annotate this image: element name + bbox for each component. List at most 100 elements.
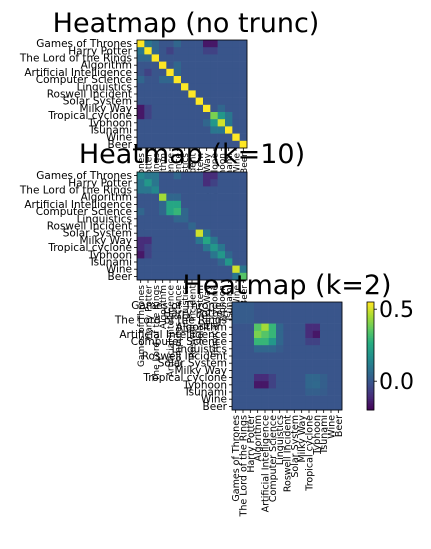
heatmap-cell <box>290 323 299 332</box>
x-tick-label-solar-system: Solar System <box>196 285 206 344</box>
heatmap-cell <box>195 61 204 70</box>
heatmap-cell <box>144 208 152 216</box>
heatmap-cell <box>137 193 145 202</box>
heatmap-cell <box>268 345 277 353</box>
y-tick-label-computer-science: Computer Science <box>36 74 132 86</box>
heatmap-cell <box>195 112 204 120</box>
heatmap-cell <box>173 40 182 48</box>
heatmap-cell <box>305 323 313 332</box>
y-tick-label-beer: Beer <box>108 271 133 283</box>
heatmap-cell <box>159 193 167 202</box>
heatmap-cell <box>232 309 240 317</box>
heatmap-cell <box>268 395 277 404</box>
colorbar-segment <box>367 375 374 378</box>
chart-title: Heatmap (no trunc) <box>53 8 320 39</box>
colorbar-segment <box>367 404 374 407</box>
heatmap-cell <box>305 388 313 396</box>
heatmap-cell <box>239 97 248 106</box>
heatmap-cell <box>268 352 277 360</box>
heatmap-cell <box>203 97 211 106</box>
heatmap-cell <box>137 112 145 120</box>
heatmap-cell <box>320 338 328 346</box>
colorbar-segment <box>367 338 374 341</box>
heatmap-cell <box>254 374 262 382</box>
heatmap-cell <box>151 251 160 259</box>
heatmap-cell <box>232 229 240 238</box>
heatmap-cell <box>151 172 160 180</box>
heatmap-cell <box>144 47 152 55</box>
heatmap-cell <box>151 179 160 187</box>
heatmap-cell <box>181 76 189 84</box>
heatmap-cell <box>210 179 218 187</box>
heatmap-cell <box>159 104 167 113</box>
colorbar-segment <box>367 329 374 332</box>
heatmap-cell <box>210 97 218 106</box>
heatmap-cell <box>159 172 167 180</box>
heatmap-cell <box>210 222 218 230</box>
heatmap-cell <box>203 179 211 187</box>
heatmap-cell <box>268 330 277 339</box>
heatmap-cell <box>312 402 321 411</box>
heatmap-cell <box>144 265 152 274</box>
heatmap-cell <box>188 112 196 120</box>
heatmap-cell <box>232 338 240 346</box>
colorbar-segment <box>367 316 374 319</box>
heatmap-cell <box>239 272 248 281</box>
heatmap-cell <box>217 40 226 48</box>
y-tick-label-tropical-cyclone: Tropical cyclone <box>47 242 132 254</box>
heatmap-cell <box>173 133 182 142</box>
heatmap-cell <box>195 251 204 259</box>
heatmap-cell <box>188 172 196 180</box>
heatmap-cell <box>181 68 189 77</box>
heatmap-cell <box>232 272 240 281</box>
heatmap-cell <box>195 215 204 223</box>
heatmap-cell <box>283 366 291 375</box>
x-tick-label-the-lord-of-the-rings: The Lord of the Rings <box>152 285 162 382</box>
heatmap-cell <box>181 229 189 238</box>
heatmap-cell <box>195 200 204 209</box>
heatmap-cell <box>254 359 262 368</box>
heatmap-cell <box>334 402 343 411</box>
heatmap-cell <box>203 208 211 216</box>
heatmap-cell <box>151 61 160 70</box>
heatmap-cell <box>225 258 233 266</box>
heatmap-cell <box>210 54 218 62</box>
heatmap-cell <box>203 258 211 266</box>
heatmap-cell <box>137 97 145 106</box>
heatmap-cell <box>225 265 233 274</box>
heatmap-cell <box>144 236 152 245</box>
heatmap-cell <box>305 352 313 360</box>
heatmap-cell <box>232 388 240 396</box>
x-tick-label-computer-science: Computer Science <box>268 415 279 502</box>
heatmap-cell <box>166 222 174 230</box>
heatmap-cell <box>173 193 182 202</box>
heatmap-cell <box>276 381 284 389</box>
heatmap-cell <box>210 140 218 149</box>
heatmap-cell <box>151 90 160 98</box>
x-tick-label-algorithm: Algorithm <box>253 415 264 462</box>
heatmap-cell <box>239 323 247 332</box>
heatmap-cell <box>166 186 174 194</box>
heatmap-cell <box>188 104 196 113</box>
heatmap-cell <box>232 47 240 55</box>
heatmap-cell <box>261 309 269 317</box>
heatmap-cell <box>173 68 182 77</box>
heatmap-cell <box>217 200 226 209</box>
heatmap-cell <box>268 359 277 368</box>
heatmap-cell <box>195 76 204 84</box>
heatmap-cell <box>159 61 167 70</box>
heatmap-cell <box>320 316 328 324</box>
heatmap-cell <box>203 112 211 120</box>
heatmap-cell <box>195 83 204 91</box>
colorbar-segment <box>367 320 374 323</box>
heatmap-cell <box>283 309 291 317</box>
heatmap-cell <box>144 140 152 149</box>
colorbar-segment <box>367 318 374 321</box>
colorbar-segment <box>367 402 374 405</box>
heatmap-cell <box>210 193 218 202</box>
colorbar-segment <box>367 386 374 389</box>
heatmap-cell <box>239 90 248 98</box>
heatmap-cell <box>232 112 240 120</box>
heatmap-cell <box>246 402 255 411</box>
heatmap-cell <box>188 76 196 84</box>
